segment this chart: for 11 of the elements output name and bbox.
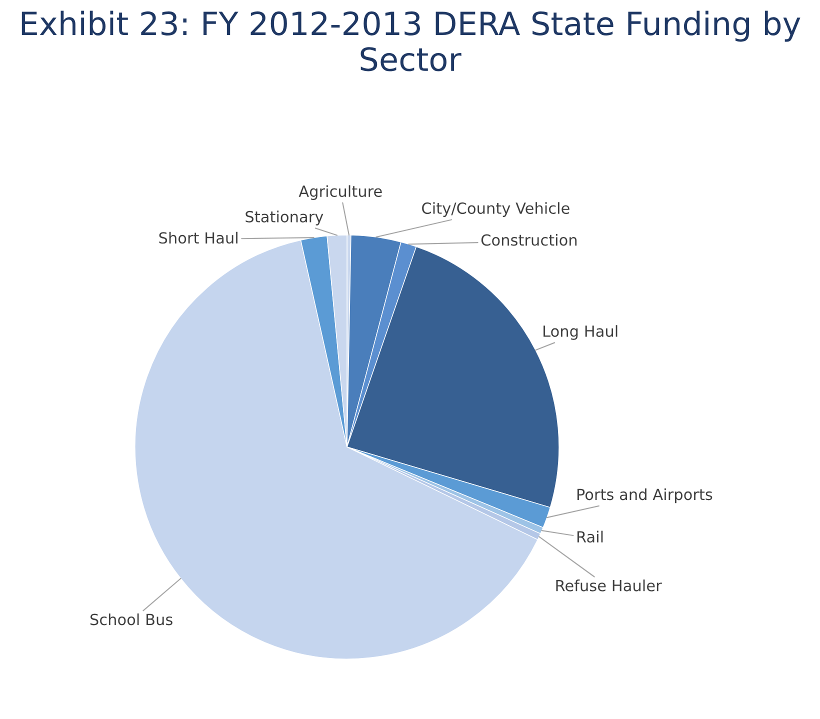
slice-label: Long Haul bbox=[544, 325, 618, 340]
chart-title: Exhibit 23: FY 2012-2013 DERA State Funding by Sector bbox=[22, 10, 800, 72]
slice-label: Stationary bbox=[246, 210, 324, 226]
slice-label: Refuse Hauler bbox=[556, 580, 662, 592]
slice-label: School Bus bbox=[90, 613, 172, 626]
slice-label: Ports and Airports bbox=[577, 488, 712, 504]
slice-label: Agriculture bbox=[298, 185, 382, 200]
slice-label: Rail bbox=[577, 530, 603, 543]
slice-label: Short Haul bbox=[159, 232, 238, 244]
slice-label: Construction bbox=[481, 234, 577, 246]
slice-label: City/County Vehicle bbox=[422, 202, 570, 217]
